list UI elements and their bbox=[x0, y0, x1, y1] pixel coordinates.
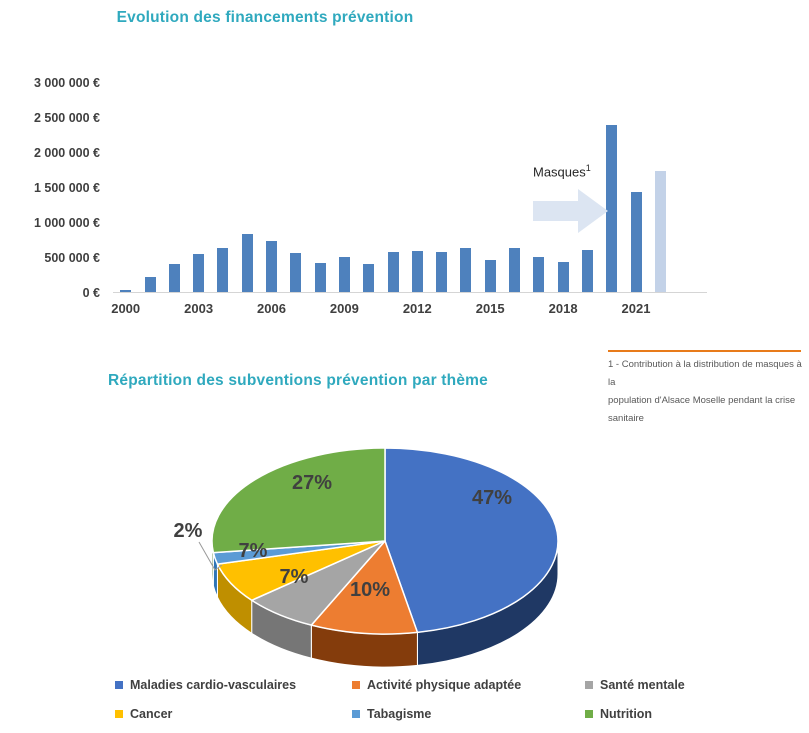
bar-2007 bbox=[290, 253, 302, 293]
bar-2022 bbox=[654, 171, 666, 293]
bar-2000 bbox=[120, 290, 132, 293]
bar-2005 bbox=[241, 234, 253, 293]
bar-2018 bbox=[557, 262, 569, 293]
y-tick-label: 3 000 000 € bbox=[33, 76, 100, 90]
legend-label: Maladies cardio-vasculaires bbox=[130, 678, 297, 692]
pie-slice-Activité physique adaptée bbox=[310, 540, 419, 635]
legend-marker-icon bbox=[352, 710, 360, 718]
right-arrow-icon bbox=[533, 189, 608, 233]
bar-2013 bbox=[436, 252, 448, 293]
bar-2002 bbox=[168, 264, 180, 293]
y-tick-label: 1 000 000 € bbox=[33, 216, 100, 230]
x-tick-label: 2012 bbox=[402, 301, 432, 316]
y-tick-label: 2 000 000 € bbox=[33, 146, 100, 160]
footnote-line-2: population d'Alsace Moselle pendant la c… bbox=[608, 395, 796, 424]
bar-chart-title: Evolution des financements prévention bbox=[116, 9, 414, 26]
bar-2011 bbox=[387, 252, 399, 293]
x-tick-label: 2015 bbox=[475, 301, 505, 316]
bar-2012 bbox=[411, 251, 423, 293]
x-tick-label: 2018 bbox=[548, 301, 578, 316]
footnote-rule bbox=[608, 350, 801, 352]
bar-plot-area bbox=[115, 76, 707, 293]
pie-slice-Maladies cardio-vasculaires bbox=[384, 447, 559, 634]
footnote: 1 - Contribution à la distribution de ma… bbox=[608, 356, 804, 428]
legend-marker-icon bbox=[115, 681, 123, 689]
legend-item-Cancer: Cancer bbox=[115, 707, 352, 723]
legend-label: Activité physique adaptée bbox=[367, 678, 522, 692]
masques-annotation-text: Masques bbox=[533, 164, 586, 180]
pie-data-label-Cancer: 7% bbox=[239, 540, 268, 562]
legend-item-Santé mentale: Santé mentale bbox=[585, 678, 805, 694]
bar-2021 bbox=[630, 192, 642, 293]
masques-annotation: Masques1 bbox=[533, 163, 613, 179]
legend-marker-icon bbox=[585, 710, 593, 718]
bar-2017 bbox=[533, 257, 545, 293]
bar-2016 bbox=[509, 248, 520, 293]
footnote-line-1: 1 - Contribution à la distribution de ma… bbox=[608, 359, 802, 388]
legend-item-Tabagisme: Tabagisme bbox=[352, 707, 585, 723]
legend-marker-icon bbox=[585, 681, 593, 689]
pie-data-label-Nutrition: 27% bbox=[292, 472, 332, 494]
x-axis-line bbox=[113, 292, 707, 293]
pie-data-label-Santé mentale: 7% bbox=[280, 566, 309, 588]
bar-2001 bbox=[144, 277, 156, 293]
pie-data-label-Activité physique adaptée: 10% bbox=[350, 579, 390, 601]
legend-label: Nutrition bbox=[600, 707, 653, 721]
pie-legend: Maladies cardio-vasculaires Activité phys… bbox=[115, 678, 805, 723]
x-tick-label: 2000 bbox=[111, 301, 141, 316]
pie-data-label-Tabagisme: 2% bbox=[174, 520, 203, 542]
pie-chart: 47% 10% 7% 7% 2% 27% bbox=[120, 425, 660, 675]
pie-data-label-Maladies cardio-vasculaires: 47% bbox=[472, 487, 512, 509]
y-axis-labels: 3 000 000 € 2 500 000 € 2 000 000 € 1 500 0… bbox=[0, 0, 100, 320]
leader-line-tabagisme bbox=[198, 541, 223, 571]
pie-svg: 47% 10% 7% 7% 2% 27% bbox=[174, 447, 559, 668]
bar-2008 bbox=[314, 263, 326, 293]
bar-2003 bbox=[193, 254, 205, 293]
bar-2004 bbox=[217, 248, 229, 293]
y-tick-label: 2 500 000 € bbox=[33, 111, 100, 125]
legend-marker-icon bbox=[115, 710, 123, 718]
bar-2015 bbox=[484, 260, 496, 293]
x-tick-label: 2021 bbox=[621, 301, 651, 316]
legend-label: Santé mentale bbox=[600, 678, 685, 692]
legend-label: Tabagisme bbox=[367, 707, 432, 721]
masques-annotation-superscript: 1 bbox=[585, 163, 591, 173]
x-tick-label: 2009 bbox=[329, 301, 359, 316]
legend-item-Maladies cardio-vasculaires: Maladies cardio-vasculaires bbox=[115, 678, 352, 694]
pie-chart-title: Répartition des subventions prévention p… bbox=[108, 372, 488, 389]
y-tick-label: 500 000 € bbox=[44, 251, 100, 265]
x-tick-label: 2003 bbox=[184, 301, 214, 316]
bar-2020 bbox=[606, 125, 618, 293]
x-axis-labels: 2000 2003 2006 2009 2012 2015 2018 2021 bbox=[0, 301, 809, 321]
bar-2019 bbox=[581, 250, 593, 293]
bar-2009 bbox=[338, 257, 350, 293]
bar-2006 bbox=[266, 241, 277, 293]
y-tick-label: 1 500 000 € bbox=[33, 181, 100, 195]
legend-item-Activité physique adaptée: Activité physique adaptée bbox=[352, 678, 585, 694]
x-tick-label: 2006 bbox=[257, 301, 286, 316]
legend-label: Cancer bbox=[130, 707, 173, 721]
legend-item-Nutrition: Nutrition bbox=[585, 707, 805, 723]
y-tick-label: 0 € bbox=[82, 286, 100, 300]
pie-slice-Nutrition bbox=[211, 447, 386, 554]
legend-marker-icon bbox=[352, 681, 360, 689]
bar-2014 bbox=[460, 248, 472, 293]
bar-2010 bbox=[363, 264, 375, 293]
